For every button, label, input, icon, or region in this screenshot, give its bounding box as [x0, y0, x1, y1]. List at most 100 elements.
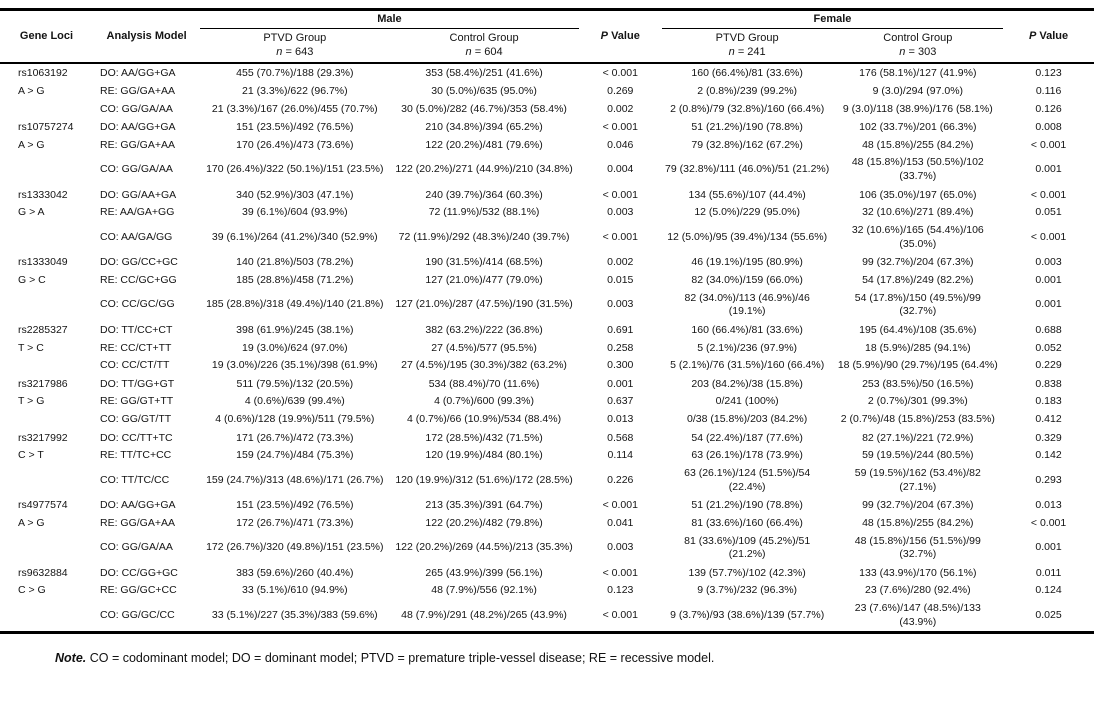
female-ptvd-cell: 0/38 (15.8%)/203 (84.2%) — [687, 413, 808, 426]
gene-locus-cell: C > T — [18, 449, 44, 462]
table-row: T > C RE: CC/CT+TT 19 (3.0%)/624 (97.0%) 27… — [0, 340, 1094, 358]
male-pvalue-cell: 0.114 — [607, 449, 634, 462]
male-pvalue-cell: < 0.001 — [602, 188, 638, 201]
female-ptvd-cell: 5 (2.1%)/236 (97.9%) — [697, 341, 798, 354]
gene-locus-cell: C > G — [18, 584, 46, 597]
male-control-cell: 172 (28.5%)/432 (71.5%) — [425, 431, 543, 444]
female-control-cell: 18 (5.9%)/285 (94.1%) — [864, 341, 971, 354]
table-row: A > G RE: GG/GA+AA 172 (26.7%)/471 (73.3%)… — [0, 515, 1094, 533]
female-control-cell: 176 (58.1%)/127 (41.9%) — [859, 67, 977, 80]
female-pvalue-cell: 0.001 — [1035, 298, 1062, 311]
subgroup-header-row: PTVD Group n = 643 Control Group n = 604… — [0, 28, 1094, 65]
male-ptvd-cell: 21 (3.3%)/622 (96.7%) — [241, 84, 348, 97]
female-control-cell: 32 (10.6%)/271 (89.4%) — [862, 206, 974, 219]
female-control-cell: 48 (15.8%)/156 (51.5%)/99 (32.7%) — [854, 534, 981, 561]
gene-locus-cell — [0, 222, 93, 253]
male-control-cell: 72 (11.9%)/532 (88.1%) — [428, 206, 540, 219]
female-control-cell: 48 (15.8%)/255 (84.2%) — [862, 516, 974, 529]
analysis-model-cell: DO: GG/CC+GC — [99, 256, 178, 269]
female-ptvd-group-header: PTVD Group n = 241 — [661, 28, 833, 65]
group-label: PTVD Group — [715, 31, 779, 44]
female-pvalue-cell: 0.123 — [1035, 67, 1062, 80]
male-control-cell: 72 (11.9%)/292 (48.3%)/240 (39.7%) — [398, 230, 570, 243]
male-control-cell: 120 (19.9%)/484 (80.1%) — [425, 449, 543, 462]
female-ptvd-cell: 82 (34.0%)/113 (46.9%)/46 (19.1%) — [684, 291, 810, 318]
female-ptvd-cell: 9 (3.7%)/93 (38.6%)/139 (57.7%) — [670, 608, 825, 621]
female-pvalue-cell: 0.025 — [1035, 608, 1062, 621]
analysis-model-cell: RE: GG/GT+TT — [99, 395, 174, 408]
male-pvalue-cell: 0.300 — [607, 359, 634, 372]
gene-loci-column-header: Gene Loci — [0, 9, 93, 65]
table-row: rs9632884 DO: CC/GG+GC 383 (59.6%)/260 (40… — [0, 564, 1094, 583]
gene-locus-cell: A > G — [18, 84, 45, 97]
table-row: rs2285327 DO: TT/CC+CT 398 (61.9%)/245 (38… — [0, 321, 1094, 340]
gene-locus-cell: A > G — [18, 516, 45, 529]
male-ptvd-cell: 185 (28.8%)/318 (49.4%)/140 (21.8%) — [206, 298, 384, 311]
female-ptvd-cell: 134 (55.6%)/107 (44.4%) — [688, 188, 806, 201]
female-pvalue-cell: 0.003 — [1035, 256, 1062, 269]
gene-locus-cell — [0, 290, 93, 321]
analysis-model-cell: RE: AA/GA+GG — [99, 206, 175, 219]
female-control-cell: 48 (15.8%)/255 (84.2%) — [862, 138, 974, 151]
female-ptvd-cell: 46 (19.1%)/195 (80.9%) — [691, 256, 803, 269]
n-value: = 241 — [737, 45, 766, 58]
gene-locus-cell — [0, 465, 93, 496]
group-n: n = 303 — [835, 46, 1000, 60]
gene-locus-cell — [0, 411, 93, 429]
female-pvalue-cell: 0.001 — [1035, 541, 1062, 554]
male-pvalue-cell: 0.002 — [607, 256, 634, 269]
female-control-group-header: Control Group n = 303 — [832, 28, 1004, 65]
gene-locus-cell: rs3217986 — [18, 377, 68, 390]
analysis-model-cell: DO: AA/GG+GA — [99, 499, 176, 512]
analysis-model-cell: RE: GG/GA+AA — [99, 138, 175, 151]
table-row: rs10757274 DO: AA/GG+GA 151 (23.5%)/492 (7… — [0, 118, 1094, 137]
male-ptvd-cell: 171 (26.7%)/472 (73.3%) — [236, 431, 354, 444]
female-pvalue-cell: 0.008 — [1035, 121, 1062, 134]
female-ptvd-cell: 12 (5.0%)/229 (95.0%) — [694, 206, 800, 219]
male-pvalue-cell: < 0.001 — [602, 121, 638, 134]
n-symbol: n — [728, 45, 735, 58]
table-row: T > G RE: GG/GT+TT 4 (0.6%)/639 (99.4%) 4 (… — [0, 393, 1094, 411]
genotype-association-table: Gene Loci Analysis Model Male P Value Fe… — [0, 8, 1094, 635]
female-ptvd-cell: 12 (5.0%)/95 (39.4%)/134 (55.6%) — [667, 230, 828, 243]
male-control-cell: 353 (58.4%)/251 (41.6%) — [425, 67, 543, 80]
table-row: A > G RE: GG/GA+AA 21 (3.3%)/622 (96.7%) 30… — [0, 83, 1094, 101]
male-pvalue-cell: 0.691 — [607, 323, 634, 336]
male-ptvd-group-header: PTVD Group n = 643 — [200, 28, 390, 65]
male-control-cell: 265 (43.9%)/399 (56.1%) — [425, 566, 543, 579]
analysis-model-cell: RE: CC/GC+GG — [99, 273, 177, 286]
female-control-cell: 133 (43.9%)/170 (56.1%) — [859, 566, 977, 579]
male-control-cell: 127 (21.0%)/477 (79.0%) — [425, 273, 543, 286]
female-pvalue-cell: 0.688 — [1035, 323, 1062, 336]
analysis-model-cell: DO: CC/TT+TC — [99, 431, 173, 444]
table-row: CO: CC/CT/TT 19 (3.0%)/226 (35.1%)/398 (6… — [0, 357, 1094, 375]
note-label: Note. — [55, 651, 87, 666]
female-control-cell: 54 (17.8%)/150 (49.5%)/99 (32.7%) — [854, 291, 981, 318]
gene-locus-cell: rs9632884 — [18, 566, 68, 579]
table-row: CO: GG/GC/CC 33 (5.1%)/227 (35.3%)/383 (5… — [0, 600, 1094, 633]
male-control-cell: 4 (0.7%)/600 (99.3%) — [434, 395, 534, 408]
p-value-word: Value — [611, 29, 640, 42]
female-control-cell: 253 (83.5%)/50 (16.5%) — [862, 377, 974, 390]
male-pvalue-cell: 0.226 — [607, 473, 634, 486]
male-pvalue-cell: 0.001 — [607, 377, 634, 390]
male-pvalue-cell: 0.568 — [607, 431, 634, 444]
gene-locus-cell: G > A — [18, 206, 45, 219]
female-control-cell: 2 (0.7%)/301 (99.3%) — [867, 395, 968, 408]
female-ptvd-cell: 203 (84.2%)/38 (15.8%) — [691, 377, 803, 390]
female-spanner-header: Female — [661, 9, 1004, 29]
female-ptvd-cell: 160 (66.4%)/81 (33.6%) — [691, 323, 803, 336]
male-pvalue-cell: < 0.001 — [602, 230, 638, 243]
male-pvalue-cell: < 0.001 — [602, 608, 638, 621]
male-pvalue-cell: 0.003 — [607, 541, 634, 554]
female-pvalue-column-header: P Value — [1003, 9, 1094, 65]
male-pvalue-cell: 0.123 — [607, 584, 634, 597]
female-ptvd-cell: 63 (26.1%)/178 (73.9%) — [691, 449, 803, 462]
table-note: Note. CO = codominant model; DO = domina… — [55, 651, 1094, 665]
male-control-cell: 534 (88.4%)/70 (11.6%) — [428, 377, 540, 390]
male-ptvd-cell: 172 (26.7%)/471 (73.3%) — [236, 516, 354, 529]
gene-locus-cell: T > G — [18, 395, 45, 408]
male-control-group-header: Control Group n = 604 — [389, 28, 579, 65]
male-ptvd-cell: 159 (24.7%)/484 (75.3%) — [236, 449, 354, 462]
female-control-cell: 54 (17.8%)/249 (82.2%) — [862, 273, 974, 286]
